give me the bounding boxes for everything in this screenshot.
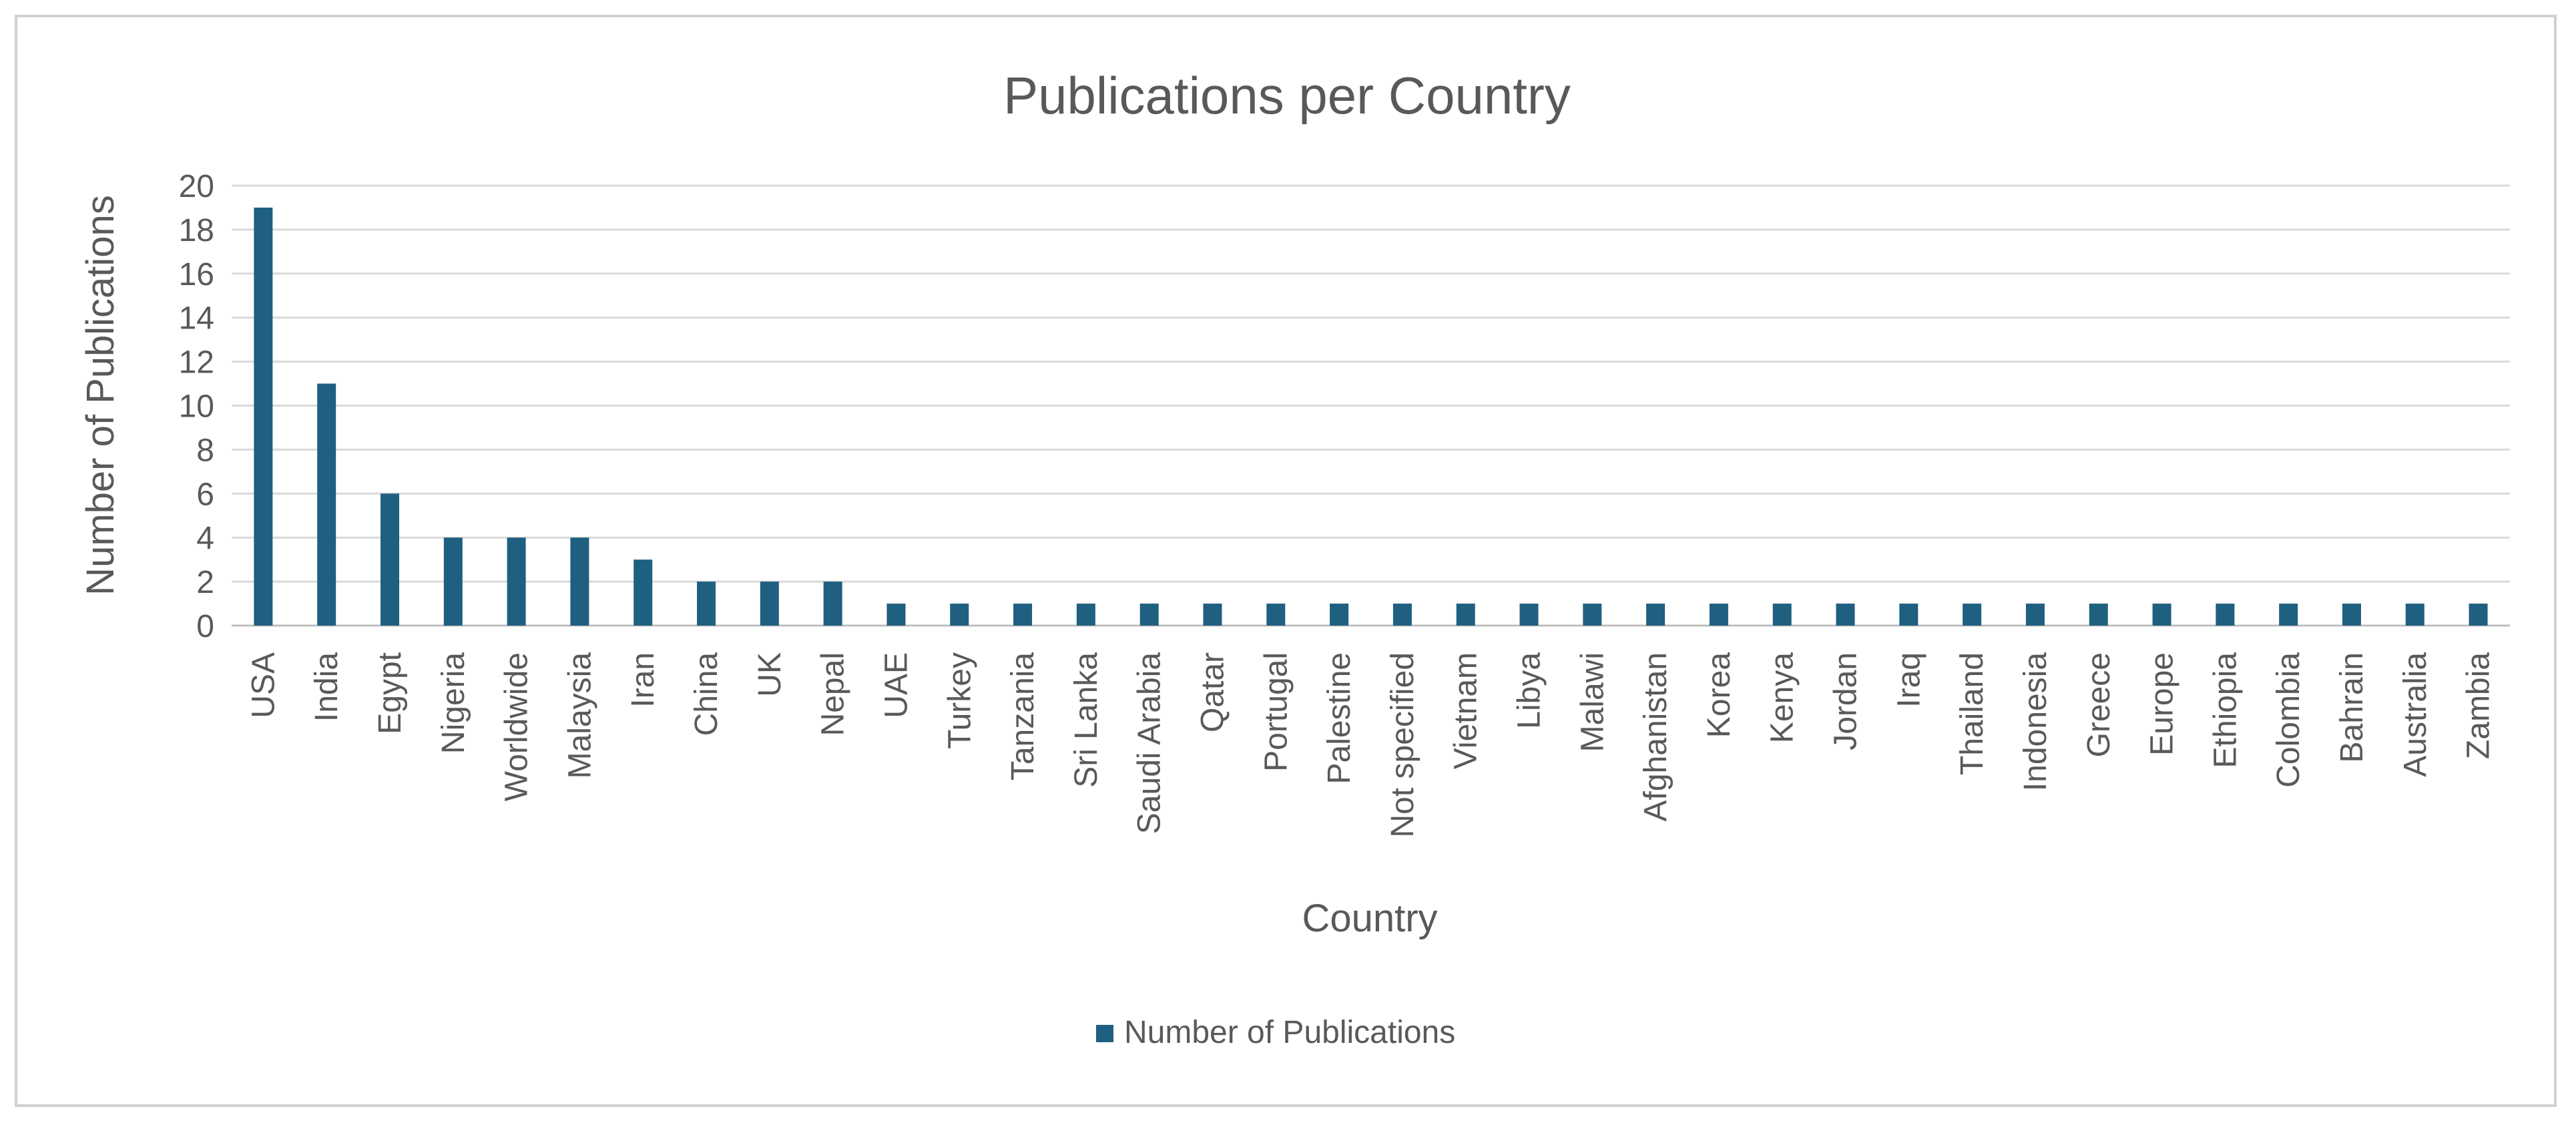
x-tick-labels: USA India Egypt Nigeria Worldwide Malaysia Ira…: [246, 652, 2496, 838]
x-tick-label: Europe: [2145, 652, 2180, 756]
x-tick-label: Qatar: [1195, 652, 1230, 732]
x-tick-label: Ethiopia: [2208, 652, 2243, 768]
bar: [760, 582, 779, 626]
bar: [1772, 604, 1792, 626]
x-axis-title: Country: [1302, 897, 1437, 940]
bar: [1583, 604, 1602, 626]
y-tick-label: 2: [196, 565, 214, 600]
bar: [2089, 604, 2108, 626]
x-tick-label: Iraq: [1891, 652, 1926, 708]
x-tick-label: Portugal: [1258, 652, 1294, 772]
y-tick-labels: 0 2 4 6 8 10 12 14 16 18 20: [179, 169, 214, 644]
bar: [2279, 604, 2298, 626]
chart-title: Publications per Country: [1003, 66, 1571, 125]
y-tick-label: 10: [179, 389, 214, 425]
bar: [254, 207, 273, 626]
bar: [317, 383, 336, 626]
x-tick-label: USA: [246, 652, 281, 718]
bar: [2469, 604, 2488, 626]
x-tick-label: Nepal: [816, 652, 851, 736]
x-tick-label: UAE: [878, 652, 914, 718]
bar: [1709, 604, 1728, 626]
x-tick-label: Zambia: [2461, 652, 2497, 759]
x-tick-label: Turkey: [942, 652, 977, 749]
bar: [1519, 604, 1539, 626]
gridlines: [232, 184, 2510, 627]
y-tick-label: 20: [179, 169, 214, 204]
x-tick-label: Greece: [2081, 652, 2117, 757]
x-tick-label: Malawi: [1575, 652, 1610, 752]
x-tick-label: Saudi Arabia: [1132, 652, 1168, 835]
x-tick-label: Iran: [625, 652, 661, 708]
bar: [2216, 604, 2235, 626]
x-tick-label: Not specified: [1385, 652, 1421, 837]
x-tick-label: Vietnam: [1449, 652, 1484, 769]
legend: Number of Publications: [1096, 1015, 1455, 1050]
bar: [507, 537, 526, 626]
bar: [1139, 604, 1159, 626]
x-tick-label: China: [689, 652, 724, 736]
bar: [633, 559, 653, 626]
x-tick-label: Korea: [1702, 652, 1737, 738]
bar: [2025, 604, 2045, 626]
bar: [1456, 604, 1475, 626]
bar: [380, 493, 400, 626]
x-tick-label: Nigeria: [436, 652, 471, 754]
bar: [1646, 604, 1665, 626]
bar: [2152, 604, 2171, 626]
bars: [254, 207, 2488, 626]
legend-label: Number of Publications: [1124, 1015, 1455, 1050]
bar: [950, 604, 969, 626]
x-tick-label: Bahrain: [2334, 652, 2370, 762]
x-tick-label: Australia: [2398, 652, 2433, 777]
y-tick-label: 4: [196, 521, 214, 556]
x-tick-label: Sri Lanka: [1069, 652, 1104, 788]
x-tick-label: India: [309, 652, 344, 722]
legend-swatch: [1096, 1025, 1113, 1042]
x-tick-label: Tanzania: [1005, 652, 1041, 780]
x-tick-label: Afghanistan: [1638, 652, 1673, 822]
x-tick-label: UK: [752, 652, 788, 697]
bar: [1076, 604, 1095, 626]
bar: [1392, 604, 1412, 626]
y-tick-label: 18: [179, 213, 214, 248]
x-tick-label: Malaysia: [562, 652, 597, 779]
x-tick-label: Libya: [1512, 652, 1547, 729]
bar: [570, 537, 589, 626]
y-tick-label: 0: [196, 609, 214, 644]
y-tick-label: 6: [196, 477, 214, 512]
bar: [2405, 604, 2424, 626]
bar: [2342, 604, 2361, 626]
bar: [443, 537, 463, 626]
x-tick-label: Kenya: [1765, 652, 1800, 743]
chart-area: [15, 15, 2557, 1107]
bar: [1330, 604, 1349, 626]
x-tick-label: Worldwide: [499, 652, 535, 801]
bar: [1836, 604, 1855, 626]
y-tick-label: 14: [179, 301, 214, 336]
x-tick-label: Thailand: [1955, 652, 1990, 775]
y-axis-title: Number of Publications: [79, 195, 122, 596]
bar: [1203, 604, 1222, 626]
bar: [1266, 604, 1286, 626]
x-tick-label: Indonesia: [2018, 652, 2053, 791]
y-tick-label: 8: [196, 433, 214, 468]
bar: [697, 582, 716, 626]
y-tick-label: 16: [179, 257, 214, 292]
bar: [823, 582, 842, 626]
x-tick-label: Jordan: [1828, 652, 1864, 750]
bar: [886, 604, 906, 626]
y-tick-label: 12: [179, 345, 214, 381]
x-tick-label: Palestine: [1322, 652, 1357, 784]
x-tick-label: Colombia: [2271, 652, 2306, 788]
bar: [1963, 604, 1982, 626]
bar: [1899, 604, 1918, 626]
bar: [1013, 604, 1033, 626]
x-tick-label: Egypt: [372, 652, 408, 734]
